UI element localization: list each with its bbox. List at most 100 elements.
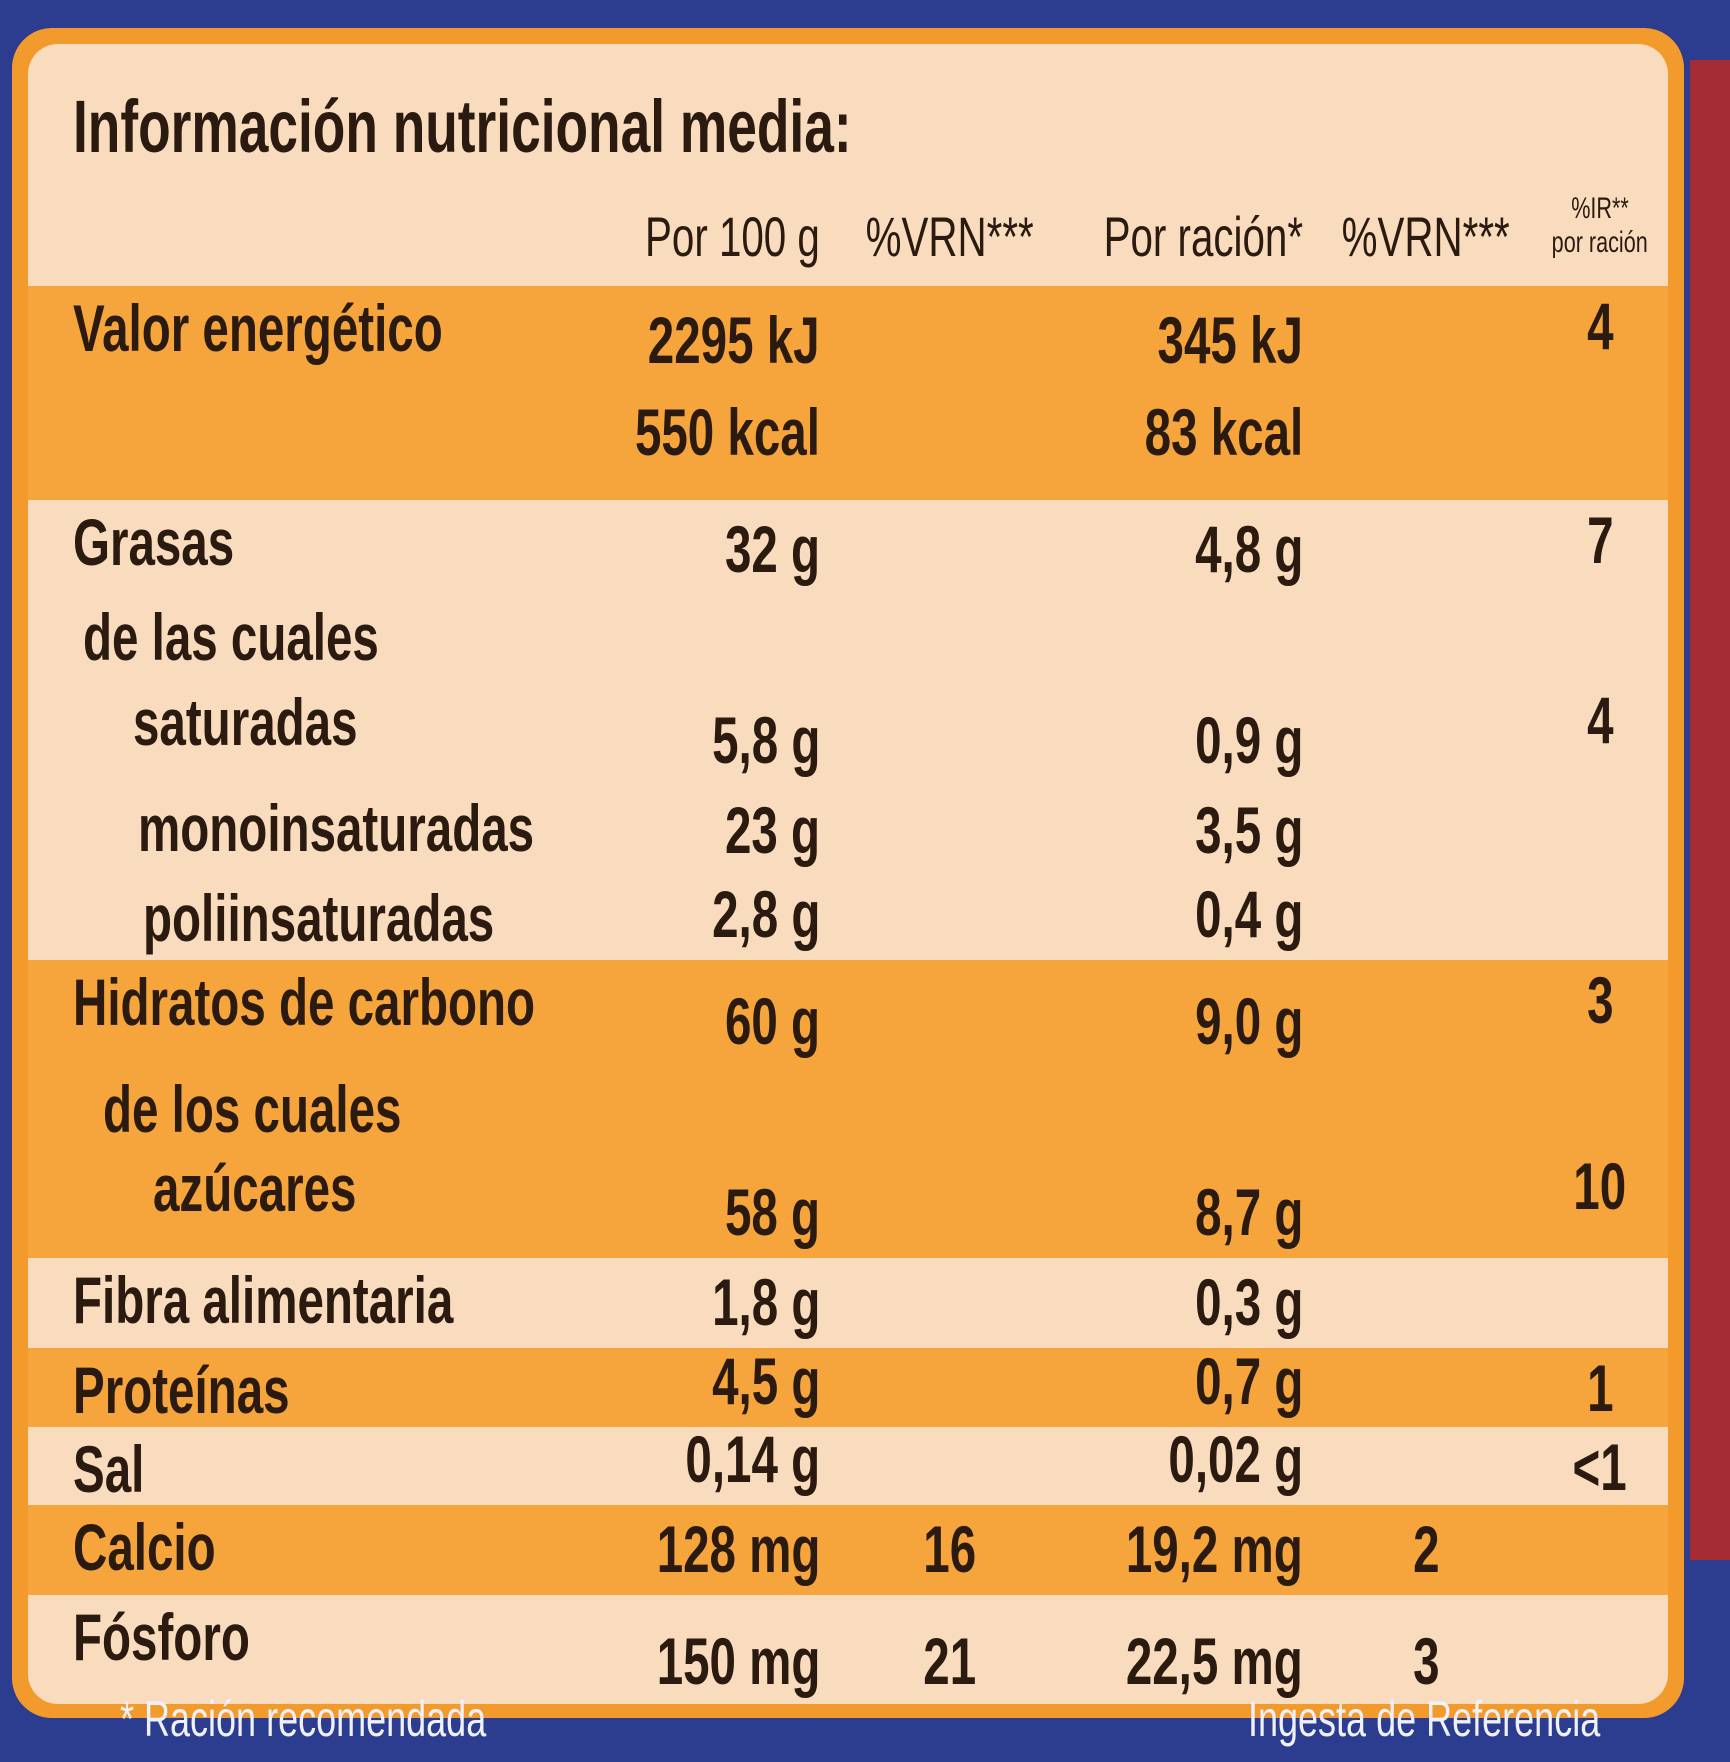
- table-row: [28, 1427, 1668, 1505]
- row-label: Sal: [73, 1431, 172, 1507]
- cell-value: 32 g: [688, 511, 820, 587]
- cell-value-text: 16: [923, 1512, 977, 1586]
- background-strip: [1690, 60, 1730, 1560]
- row-label-text: de los cuales: [103, 1072, 402, 1146]
- row-label-text: de las cuales: [83, 600, 379, 674]
- column-header-text: Por 100 g: [645, 205, 820, 268]
- row-label-text: Proteínas: [73, 1353, 290, 1427]
- cell-value-text: 0,3 g: [1194, 1265, 1303, 1339]
- table-row: [28, 1146, 1668, 1258]
- cell-value: 5,8 g: [670, 702, 820, 778]
- row-label-text: monoinsaturadas: [138, 791, 535, 865]
- cell-value-text: 128 mg: [656, 1512, 820, 1586]
- column-header-text: %IR**: [1571, 192, 1629, 225]
- row-label: Hidratos de carbono: [73, 964, 715, 1040]
- cell-value-text: 60 g: [724, 984, 820, 1058]
- cell-value-text: 0,7 g: [1194, 1344, 1303, 1418]
- cell-value-text: 32 g: [724, 512, 820, 586]
- cell-value-text: 4: [1586, 683, 1614, 757]
- cell-value-text: <1: [1572, 1430, 1628, 1504]
- cell-value: 0,3 g: [1153, 1264, 1303, 1340]
- cell-value: 0,7 g: [1153, 1343, 1303, 1419]
- cell-value: 1: [1450, 1350, 1668, 1426]
- cell-value-text: 8,7 g: [1194, 1175, 1303, 1249]
- cell-value: 345 kJ: [1101, 302, 1303, 378]
- row-label-text: Fibra alimentaria: [73, 1263, 454, 1337]
- cell-value: 22,5 mg: [1057, 1623, 1303, 1699]
- cell-value-text: 2,8 g: [711, 877, 820, 951]
- cell-value-text: 4,5 g: [711, 1344, 820, 1418]
- cell-value-text: 3,5 g: [1194, 793, 1303, 867]
- row-label: Fósforo: [73, 1599, 319, 1675]
- cell-value: 3: [1276, 1623, 1576, 1699]
- table-row: [28, 1067, 1668, 1146]
- title-text: Información nutricional media:: [73, 85, 852, 168]
- row-label-text: saturadas: [133, 685, 358, 759]
- cell-value: 550 kcal: [563, 394, 820, 470]
- cell-value-text: 345 kJ: [1157, 303, 1303, 377]
- cell-value: 58 g: [688, 1174, 820, 1250]
- cell-value-text: 4: [1586, 289, 1614, 363]
- row-label: de las cuales: [83, 599, 494, 675]
- cell-value: 2: [1276, 1511, 1576, 1587]
- cell-value-text: 0,9 g: [1194, 703, 1303, 777]
- row-label-text: Calcio: [73, 1510, 216, 1584]
- cell-value: 83 kcal: [1083, 394, 1303, 470]
- cell-value: 2,8 g: [670, 876, 820, 952]
- column-header: %IR**: [1450, 194, 1668, 224]
- footnote-text: * Ración recomendada: [120, 1691, 487, 1747]
- cell-value-text: 2: [1412, 1512, 1440, 1586]
- cell-value: 8,7 g: [1153, 1174, 1303, 1250]
- cell-value-text: 22,5 mg: [1126, 1624, 1303, 1698]
- cell-value: 0,02 g: [1116, 1421, 1303, 1497]
- cell-value-text: 19,2 mg: [1126, 1512, 1303, 1586]
- cell-value: 60 g: [688, 983, 820, 1059]
- row-label-text: Hidratos de carbono: [73, 965, 536, 1039]
- row-label: de los cuales: [103, 1071, 518, 1147]
- row-label-text: Valor energético: [73, 291, 443, 365]
- cell-value: 2295 kJ: [581, 302, 820, 378]
- column-header-text: por ración: [1551, 226, 1649, 259]
- row-label: poliinsaturadas: [143, 880, 631, 956]
- cell-value: 4,8 g: [1153, 511, 1303, 587]
- title: Información nutricional media:: [73, 84, 1154, 169]
- cell-value-text: 1,8 g: [711, 1265, 820, 1339]
- cell-value-text: 2295 kJ: [648, 303, 820, 377]
- row-label: Grasas: [73, 504, 297, 580]
- footnote: Ingesta de Referencia: [1111, 1690, 1600, 1748]
- column-header: %VRN***: [1276, 204, 1576, 269]
- column-header: Por ración*: [1026, 204, 1303, 269]
- cell-value-text: 3: [1412, 1624, 1440, 1698]
- cell-value-text: 150 mg: [656, 1624, 820, 1698]
- cell-value-text: 58 g: [724, 1175, 820, 1249]
- table-row: [28, 1505, 1668, 1595]
- column-header-text: Por ración*: [1103, 205, 1303, 268]
- row-label: Proteínas: [73, 1352, 374, 1428]
- cell-value-text: 21: [923, 1624, 977, 1698]
- cell-value: 4: [1450, 288, 1668, 364]
- cell-value: 4: [1450, 682, 1668, 758]
- table-row: [28, 286, 1668, 500]
- cell-value: 0,14 g: [633, 1421, 820, 1497]
- cell-value: 0,4 g: [1153, 876, 1303, 952]
- cell-value: 21: [800, 1623, 1100, 1699]
- row-label: Fibra alimentaria: [73, 1262, 601, 1338]
- cell-value-text: 1: [1586, 1351, 1614, 1425]
- table-area: Información nutricional media: Por 100 g%…: [28, 44, 1668, 1704]
- column-header: Por 100 g: [577, 204, 820, 269]
- row-label-text: Fósforo: [73, 1600, 250, 1674]
- row-label-text: Grasas: [73, 505, 235, 579]
- column-header-text: %VRN***: [1341, 205, 1511, 268]
- cell-value-text: 3: [1586, 963, 1614, 1037]
- cell-value-text: 4,8 g: [1194, 512, 1303, 586]
- cell-value: 150 mg: [593, 1623, 820, 1699]
- row-label-text: poliinsaturadas: [143, 881, 495, 955]
- cell-value: 3,5 g: [1153, 792, 1303, 868]
- cell-value: 1,8 g: [670, 1264, 820, 1340]
- cell-value: <1: [1450, 1429, 1668, 1505]
- column-header: por ración: [1450, 228, 1668, 258]
- label-panel: Información nutricional media: Por 100 g%…: [12, 28, 1684, 1718]
- table-row: [28, 960, 1668, 1067]
- column-header: %VRN***: [800, 204, 1100, 269]
